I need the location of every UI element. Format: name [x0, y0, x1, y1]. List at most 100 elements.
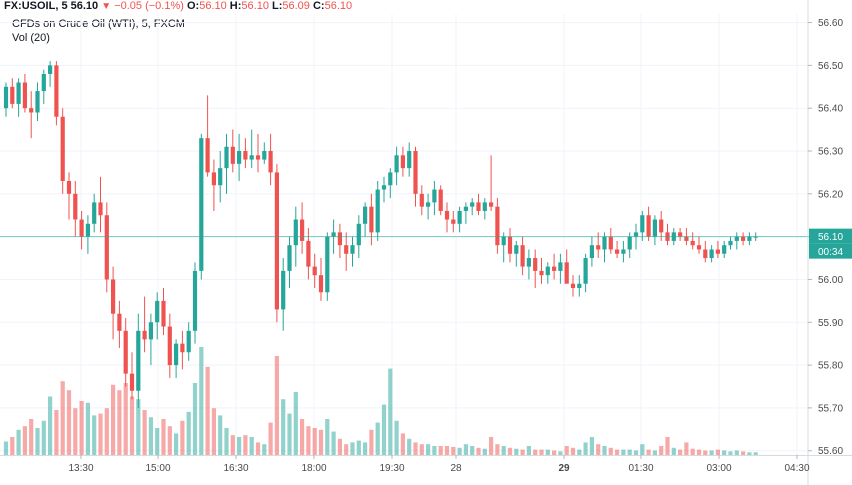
candle-body	[325, 236, 330, 293]
volume-bar	[476, 447, 481, 455]
volume-bar	[243, 435, 248, 455]
candle-body	[224, 146, 229, 169]
volume-bar	[545, 449, 550, 455]
candle-body	[155, 300, 160, 323]
candle	[79, 210, 84, 250]
volume-bar	[678, 449, 683, 455]
volume-bar	[734, 450, 739, 455]
candle	[111, 266, 116, 340]
volume-bar	[142, 410, 147, 455]
candle-body	[381, 185, 387, 190]
x-tick-label: 18:00	[301, 463, 326, 474]
candle	[583, 253, 588, 293]
candle-body	[463, 206, 468, 211]
high-label: H:	[229, 0, 242, 12]
volume-bar	[300, 419, 305, 455]
candle-body	[470, 202, 475, 207]
candle-body	[526, 258, 531, 267]
volume-bar	[205, 366, 210, 455]
candle-body	[281, 270, 286, 310]
volume-bar	[703, 450, 708, 455]
volume-bar	[174, 433, 179, 455]
volume-bar	[438, 446, 443, 455]
candle-body	[129, 373, 135, 391]
volume-bar	[426, 444, 431, 455]
volume-bar	[646, 449, 651, 455]
candle	[230, 129, 235, 173]
candle	[249, 129, 254, 169]
price-change: −0.05 (−0.1%)	[114, 0, 184, 12]
y-tick-label: 56.00	[818, 275, 843, 286]
volume-bar	[192, 383, 198, 455]
candle	[337, 223, 342, 259]
volume-indicator-label[interactable]: Vol (20)	[12, 32, 50, 44]
volume-bar	[356, 440, 361, 455]
candle-body	[29, 108, 34, 113]
x-tick-label: 04:30	[784, 463, 809, 474]
candle-body	[400, 155, 405, 169]
candle	[482, 198, 487, 220]
close-value: 56.10	[324, 0, 353, 12]
candle-body	[608, 236, 613, 250]
volume-bar	[167, 426, 172, 455]
candle	[300, 202, 305, 254]
y-tick-label: 56.60	[818, 18, 843, 29]
candle-body	[482, 202, 487, 211]
candle	[640, 210, 645, 241]
volume-bar	[117, 390, 122, 455]
candle-body	[237, 151, 242, 164]
candle-body	[48, 65, 53, 74]
candle-body	[85, 223, 90, 237]
volume-bar	[394, 420, 399, 455]
candle	[180, 330, 185, 370]
candle	[608, 228, 613, 254]
candle	[520, 236, 525, 276]
candle-body	[167, 326, 172, 366]
volume-bar	[199, 347, 204, 455]
candle-body	[35, 91, 40, 113]
volume-bar	[381, 404, 387, 455]
volume-bar	[552, 450, 557, 455]
candle-body	[180, 343, 185, 353]
candle	[274, 163, 279, 323]
candle-body	[444, 210, 450, 220]
volume-bar	[287, 413, 292, 455]
candle	[438, 185, 443, 216]
candle	[224, 133, 229, 194]
candle-body	[388, 172, 393, 186]
candle-body	[16, 82, 21, 104]
candle	[136, 313, 141, 408]
candle	[646, 206, 651, 241]
volume-bar	[583, 442, 588, 455]
x-tick-label: 16:30	[223, 463, 248, 474]
candle-body	[678, 232, 683, 237]
volume-bar	[48, 396, 53, 455]
volume-bar	[369, 429, 374, 455]
candle-body	[318, 275, 324, 293]
candle	[709, 245, 714, 263]
volume-bar	[615, 449, 620, 455]
candle	[60, 108, 65, 194]
candle	[192, 262, 198, 344]
candle	[621, 240, 626, 263]
candle	[73, 180, 78, 237]
chart-header: FX:USOIL, 5 56.10 ▼ −0.05 (−0.1%) O:56.1…	[4, 0, 352, 12]
volume-bar	[54, 410, 59, 455]
candle-body	[363, 206, 368, 224]
candle-body	[570, 283, 576, 289]
candle	[577, 275, 582, 297]
candle-body	[722, 245, 727, 254]
candle	[552, 253, 557, 280]
volume-bar	[104, 408, 109, 455]
candle-body	[344, 245, 349, 254]
volume-bar	[526, 446, 531, 455]
volume-bar	[520, 449, 525, 455]
candle	[652, 215, 657, 246]
symbol-label[interactable]: FX:USOIL, 5	[4, 0, 68, 12]
last-price: 56.10	[70, 0, 99, 12]
candle	[722, 240, 727, 259]
candle	[747, 232, 752, 246]
volume-bar	[16, 429, 21, 455]
volume-bar	[463, 444, 468, 455]
